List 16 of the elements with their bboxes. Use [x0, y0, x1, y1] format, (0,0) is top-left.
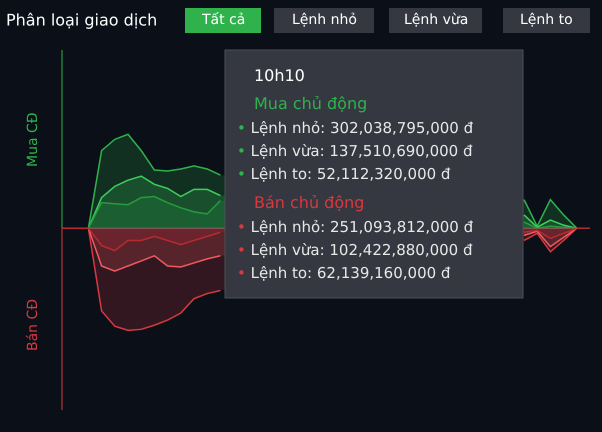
annotation: • Lệnh to: 62,139,160,000 đ	[237, 264, 451, 282]
text: 10h10	[254, 66, 305, 85]
annotation: • Lệnh vừa: 102,422,880,000 đ	[237, 241, 473, 259]
text: Tất cả	[201, 12, 246, 28]
annotation: • Lệnh nhỏ: 251,093,812,000 đ	[237, 218, 474, 236]
text: Mua CĐ	[25, 112, 41, 167]
annotation: Bán chủ động	[254, 193, 364, 212]
annotation: • Lệnh to: 52,112,320,000 đ	[237, 165, 451, 183]
text: Lệnh nhỏ	[292, 12, 357, 28]
text: Lệnh vừa	[404, 12, 468, 28]
text: Bán CĐ	[25, 298, 41, 351]
text: Mua chủ động	[254, 94, 368, 113]
annotation: • Lệnh vừa: 137,510,690,000 đ	[237, 142, 473, 160]
text: Lệnh to	[520, 12, 573, 28]
chart-title: Phân loại giao dịch	[6, 10, 158, 30]
annotation: • Lệnh nhỏ: 302,038,795,000 đ	[237, 119, 474, 137]
